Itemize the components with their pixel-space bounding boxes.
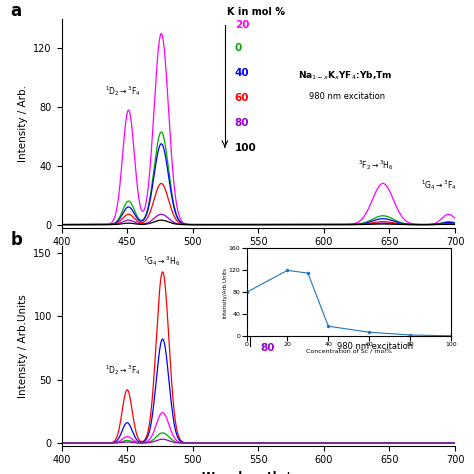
Text: 0: 0 bbox=[260, 281, 267, 292]
Text: K in mol %: K in mol % bbox=[227, 7, 285, 17]
Text: 80: 80 bbox=[260, 343, 275, 353]
Text: 980 nm excitation: 980 nm excitation bbox=[310, 92, 386, 101]
Text: a: a bbox=[10, 2, 22, 20]
Text: 20: 20 bbox=[235, 20, 249, 30]
Text: $^1$G$_4$$\rightarrow$$^3$F$_4$: $^1$G$_4$$\rightarrow$$^3$F$_4$ bbox=[421, 178, 457, 192]
Text: $^1$G$_4$$\rightarrow$$^3$H$_6$: $^1$G$_4$$\rightarrow$$^3$H$_6$ bbox=[143, 254, 180, 268]
Text: NaY$_{1-x}$Sc$_x$F$_4$:Yb,Tm: NaY$_{1-x}$Sc$_x$F$_4$:Yb,Tm bbox=[321, 322, 420, 335]
Text: 60: 60 bbox=[235, 93, 249, 103]
Text: 980 nm excitation: 980 nm excitation bbox=[337, 342, 413, 351]
Y-axis label: Intensity / Arb.Units: Intensity / Arb.Units bbox=[18, 294, 28, 398]
Text: 80: 80 bbox=[235, 118, 249, 128]
Text: 0: 0 bbox=[235, 43, 242, 53]
Text: 40: 40 bbox=[235, 68, 249, 78]
X-axis label: Wavelength / nm: Wavelength / nm bbox=[202, 471, 314, 474]
Text: 60: 60 bbox=[260, 323, 275, 333]
Y-axis label: Intensity / Arb.: Intensity / Arb. bbox=[18, 85, 28, 162]
Text: 20: 20 bbox=[260, 261, 275, 272]
Text: 100: 100 bbox=[235, 143, 256, 153]
Text: Na$_{1-x}$K$_x$YF$_4$:Yb,Tm: Na$_{1-x}$K$_x$YF$_4$:Yb,Tm bbox=[298, 69, 392, 82]
X-axis label: Wavelength / nm: Wavelength / nm bbox=[202, 253, 314, 266]
Text: $^3$F$_2$$\rightarrow$$^3$H$_6$: $^3$F$_2$$\rightarrow$$^3$H$_6$ bbox=[358, 158, 394, 172]
Text: $^1$D$_2$$\rightarrow$$^3$F$_4$: $^1$D$_2$$\rightarrow$$^3$F$_4$ bbox=[105, 84, 141, 98]
Text: Sc in mol %: Sc in mol % bbox=[246, 250, 314, 260]
Text: $^1$D$_2$$\rightarrow$$^3$F$_4$: $^1$D$_2$$\rightarrow$$^3$F$_4$ bbox=[105, 363, 141, 377]
Text: b: b bbox=[10, 230, 22, 248]
Text: 40: 40 bbox=[260, 303, 275, 313]
